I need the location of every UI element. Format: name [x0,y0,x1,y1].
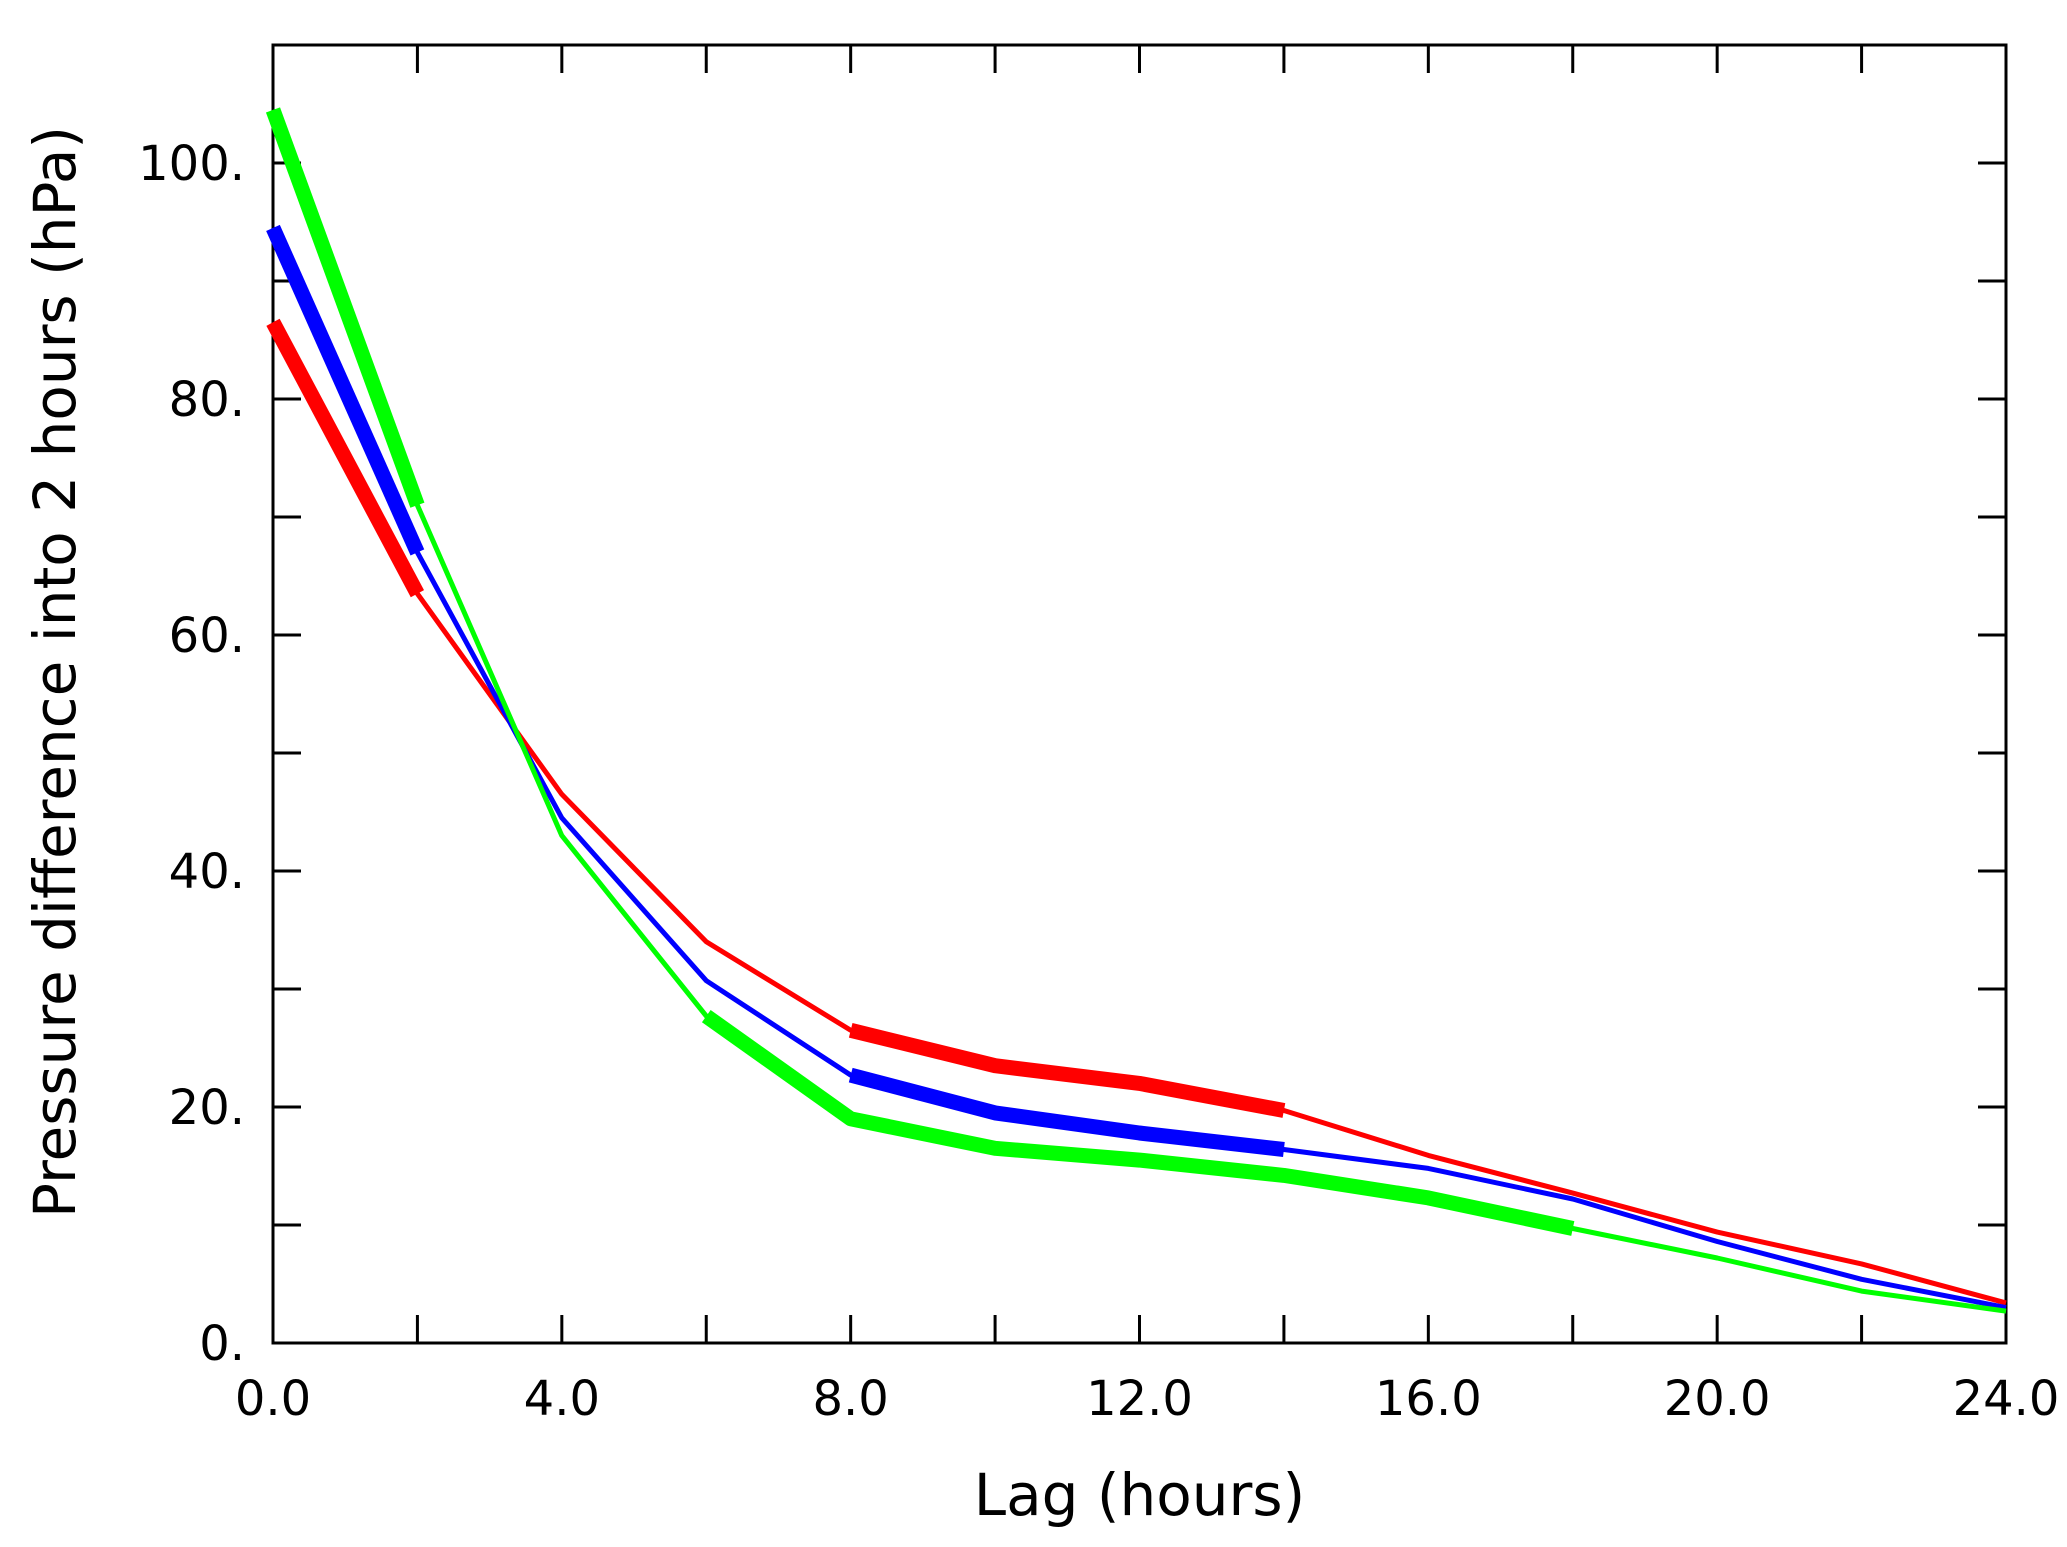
x-tick-label: 16.0 [1375,1371,1482,1427]
series-emphasis-2 [266,224,425,556]
series-emphasis-3 [701,1009,1575,1236]
series-emphasis-2 [848,1067,1285,1157]
x-tick-label: 12.0 [1086,1371,1193,1427]
x-tick-label: 4.0 [524,1371,600,1427]
y-tick-label: 20. [169,1080,245,1136]
y-tick-label: 40. [169,844,245,900]
y-axis-label: Pressure difference into 2 hours (hPa) [21,126,89,1218]
series-emphasis-3 [265,107,425,508]
series-emphasis-1 [848,1023,1286,1118]
x-axis-label: Lag (hours) [974,1461,1305,1529]
y-tick-label: 100. [138,136,245,192]
x-tick-label: 8.0 [812,1371,888,1427]
x-tick-label: 20.0 [1664,1371,1771,1427]
axis-ticks [271,45,2008,1345]
y-tick-label: 0. [199,1316,245,1372]
y-tick-label: 80. [169,372,245,428]
series-emphasis-1 [266,318,425,598]
x-tick-label: 0.0 [235,1371,311,1427]
y-tick-label: 60. [169,608,245,664]
x-tick-label: 24.0 [1953,1371,2060,1427]
tick-labels: 0.0 4.0 8.0 12.0 16.0 20.0 24.0 0. 20. 40. 60. 80. 1… [138,136,2059,1427]
series-lines [265,107,2007,1314]
